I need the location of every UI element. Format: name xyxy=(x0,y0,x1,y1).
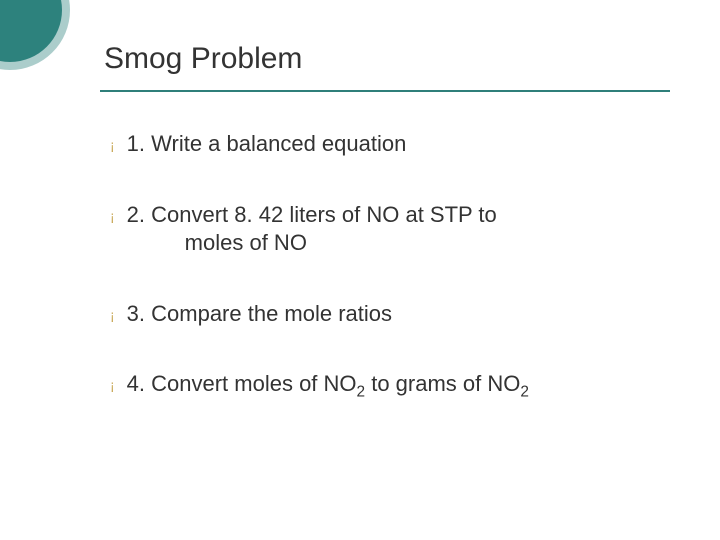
bullet-icon: ¡ xyxy=(110,306,115,324)
title-underline xyxy=(100,90,670,92)
bullet-text: 4. Convert moles of NO2 to grams of NO2 xyxy=(127,370,670,399)
bullet-icon: ¡ xyxy=(110,207,115,225)
list-item: ¡ 3. Compare the mole ratios xyxy=(110,300,670,329)
subscript: 2 xyxy=(357,384,366,401)
slide-title: Smog Problem xyxy=(104,42,302,76)
list-item: ¡ 2. Convert 8. 42 liters of NO at STP t… xyxy=(110,201,670,258)
bullet-icon: ¡ xyxy=(110,376,115,394)
bullet-icon: ¡ xyxy=(110,136,115,154)
accent-circle-inner xyxy=(0,0,62,62)
bullet-line-2: moles of NO xyxy=(127,229,670,258)
bullet-text: 2. Convert 8. 42 liters of NO at STP to … xyxy=(127,201,670,258)
text-part-2: to grams of NO xyxy=(365,371,520,396)
bullet-text: 1. Write a balanced equation xyxy=(127,130,670,159)
list-item: ¡ 4. Convert moles of NO2 to grams of NO… xyxy=(110,370,670,399)
subscript: 2 xyxy=(520,384,529,401)
text-part-1: 4. Convert moles of NO xyxy=(127,371,357,396)
bullet-text: 3. Compare the mole ratios xyxy=(127,300,670,329)
list-item: ¡ 1. Write a balanced equation xyxy=(110,130,670,159)
bullet-line-1: 2. Convert 8. 42 liters of NO at STP to xyxy=(127,202,497,227)
content-area: ¡ 1. Write a balanced equation ¡ 2. Conv… xyxy=(110,130,670,399)
